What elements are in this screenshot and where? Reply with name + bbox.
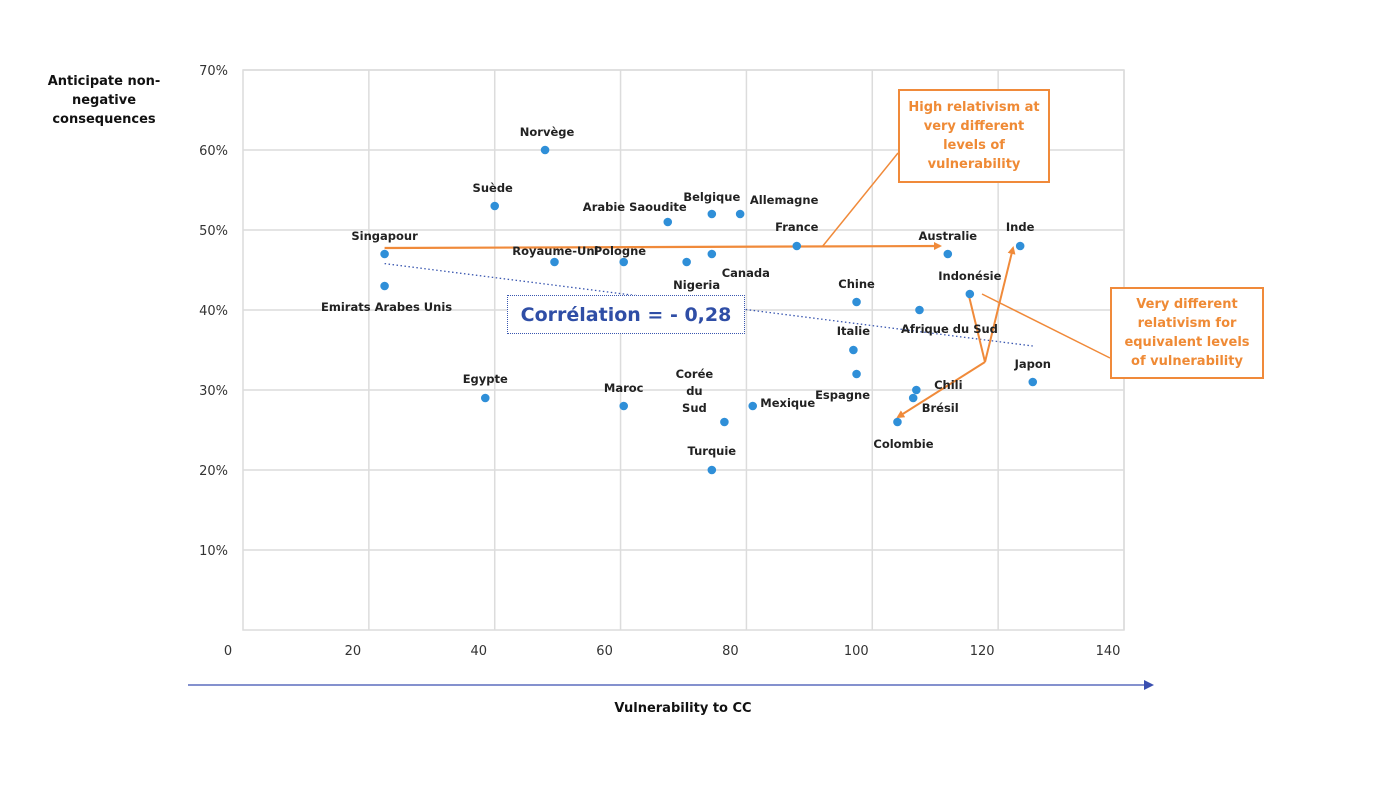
data-point <box>908 393 918 403</box>
y-tick-label: 60% <box>199 144 228 159</box>
y-tick-label: 10% <box>199 544 228 559</box>
data-point <box>707 249 717 259</box>
data-point <box>380 281 389 291</box>
point-label: Emirats Arabes Unis <box>321 300 452 314</box>
y-tick-label: 30% <box>199 384 228 399</box>
vertical-arrow-link <box>967 291 986 363</box>
point-label: Mexique <box>760 396 815 410</box>
point-label: Singapour <box>351 229 418 243</box>
data-point <box>619 401 629 411</box>
x-tick-label: 120 <box>970 644 995 659</box>
point-label: Corée du Sud <box>676 367 714 415</box>
point-label: Inde <box>1006 220 1035 234</box>
x-tick-label: 40 <box>470 644 487 659</box>
data-point <box>915 305 924 315</box>
point-label: Turquie <box>688 444 737 458</box>
point-label: Colombie <box>873 437 933 451</box>
x-tick-label: 100 <box>844 644 869 659</box>
data-point <box>380 249 389 259</box>
callout1-leader <box>821 152 899 248</box>
trend-line <box>384 262 1033 347</box>
data-point <box>893 417 902 427</box>
point-label-line: Corée <box>676 367 714 381</box>
x-tick-label: 60 <box>596 644 613 659</box>
point-label: Nigeria <box>673 278 720 292</box>
point-label: Suède <box>473 181 514 195</box>
x-axis-label: Vulnerability to CC <box>614 701 752 716</box>
horizontal-comparison-arrow <box>384 242 942 251</box>
y-tick-label: 70% <box>199 64 228 79</box>
point-label: Italie <box>837 324 870 338</box>
x-tick-label: 80 <box>722 644 739 659</box>
data-point <box>480 393 490 403</box>
point-label: Belgique <box>683 190 740 204</box>
data-point <box>748 401 758 411</box>
callout-very-different: Very different relativism for equivalent… <box>1110 287 1264 379</box>
x-tick-label: 20 <box>345 644 362 659</box>
correlation-annotation: Corrélation = - 0,28 <box>507 295 745 334</box>
data-point <box>682 257 691 267</box>
data-point <box>663 217 673 227</box>
point-label: Indonésie <box>938 269 1001 283</box>
data-point <box>619 257 629 267</box>
point-label: Espagne <box>815 388 870 402</box>
point-label: Egypte <box>463 372 508 386</box>
data-point <box>912 385 921 395</box>
point-label: France <box>775 220 819 234</box>
vertical-arrow-up <box>984 246 1016 363</box>
point-label: Afrique du Sud <box>901 322 998 336</box>
point-label: Japon <box>1014 357 1051 371</box>
callout2-leader <box>981 293 1111 359</box>
point-label: Arabie Saoudite <box>583 200 687 214</box>
point-label-line: du <box>686 384 702 398</box>
point-label: Royaume-Uni <box>512 244 598 258</box>
data-point <box>849 345 858 355</box>
point-label: Australie <box>919 229 978 243</box>
data-point <box>852 369 861 379</box>
data-point <box>707 209 717 219</box>
data-point <box>707 465 717 475</box>
point-label: Canada <box>722 266 770 280</box>
y-tick-label: 50% <box>199 224 228 239</box>
data-point <box>735 209 745 219</box>
data-point <box>490 201 500 211</box>
callout-high-relativism: High relativism at very different levels… <box>898 89 1050 183</box>
data-point <box>720 417 729 427</box>
point-label-line: Sud <box>682 401 707 415</box>
data-point <box>1015 241 1025 251</box>
data-point <box>792 241 802 251</box>
data-point <box>965 289 975 299</box>
point-label: Brésil <box>922 401 959 415</box>
x-tick-label: 0 <box>224 644 232 659</box>
point-label: Allemagne <box>750 193 819 207</box>
y-tick-label: 20% <box>199 464 228 479</box>
point-label: Maroc <box>604 381 644 395</box>
x-tick-label: 140 <box>1096 644 1121 659</box>
y-tick-label: 40% <box>199 304 228 319</box>
data-point <box>852 297 861 307</box>
data-point <box>943 249 953 259</box>
data-point <box>540 145 550 155</box>
point-label: Pologne <box>594 244 647 258</box>
point-label: Chine <box>838 277 875 291</box>
point-label: Norvège <box>520 125 575 139</box>
y-axis-label: Anticipate non-negative consequences <box>47 74 161 127</box>
point-label: Chili <box>934 378 962 392</box>
data-point <box>1028 377 1038 387</box>
data-point <box>550 257 559 267</box>
vertical-arrow-down <box>896 361 986 419</box>
